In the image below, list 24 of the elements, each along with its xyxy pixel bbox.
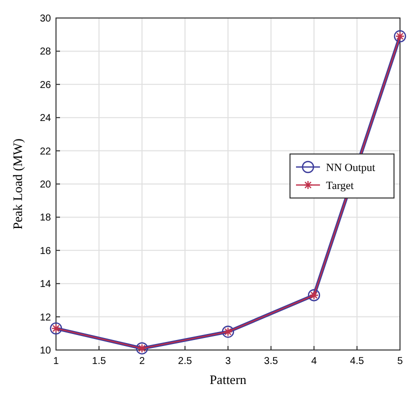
x-tick-label: 3 (225, 356, 232, 367)
x-tick-label: 3.5 (264, 356, 278, 367)
x-tick-label: 2 (139, 356, 146, 367)
y-tick-label: 10 (40, 346, 52, 356)
x-tick-label: 4.5 (350, 356, 364, 367)
x-tick-label: 5 (397, 356, 404, 367)
y-tick-label: 28 (40, 46, 52, 58)
x-tick-label: 4 (311, 356, 318, 367)
y-tick-label: 30 (40, 14, 52, 24)
y-tick-label: 26 (40, 80, 52, 91)
x-tick-label: 2.5 (178, 356, 192, 367)
x-tick-label: 1.5 (92, 356, 106, 367)
y-tick-label: 14 (40, 279, 52, 290)
y-tick-label: 12 (40, 312, 52, 324)
legend-label: Target (326, 180, 354, 192)
y-tick-label: 16 (40, 246, 52, 257)
y-axis-title: Peak Load (MW) (10, 138, 25, 230)
y-tick-label: 20 (40, 180, 52, 190)
x-axis-title: Pattern (210, 372, 247, 387)
y-tick-label: 24 (40, 113, 52, 124)
legend-label: NN Output (326, 162, 376, 174)
y-tick-label: 18 (40, 212, 52, 224)
y-tick-label: 22 (40, 146, 52, 158)
x-tick-label: 1 (53, 356, 60, 367)
